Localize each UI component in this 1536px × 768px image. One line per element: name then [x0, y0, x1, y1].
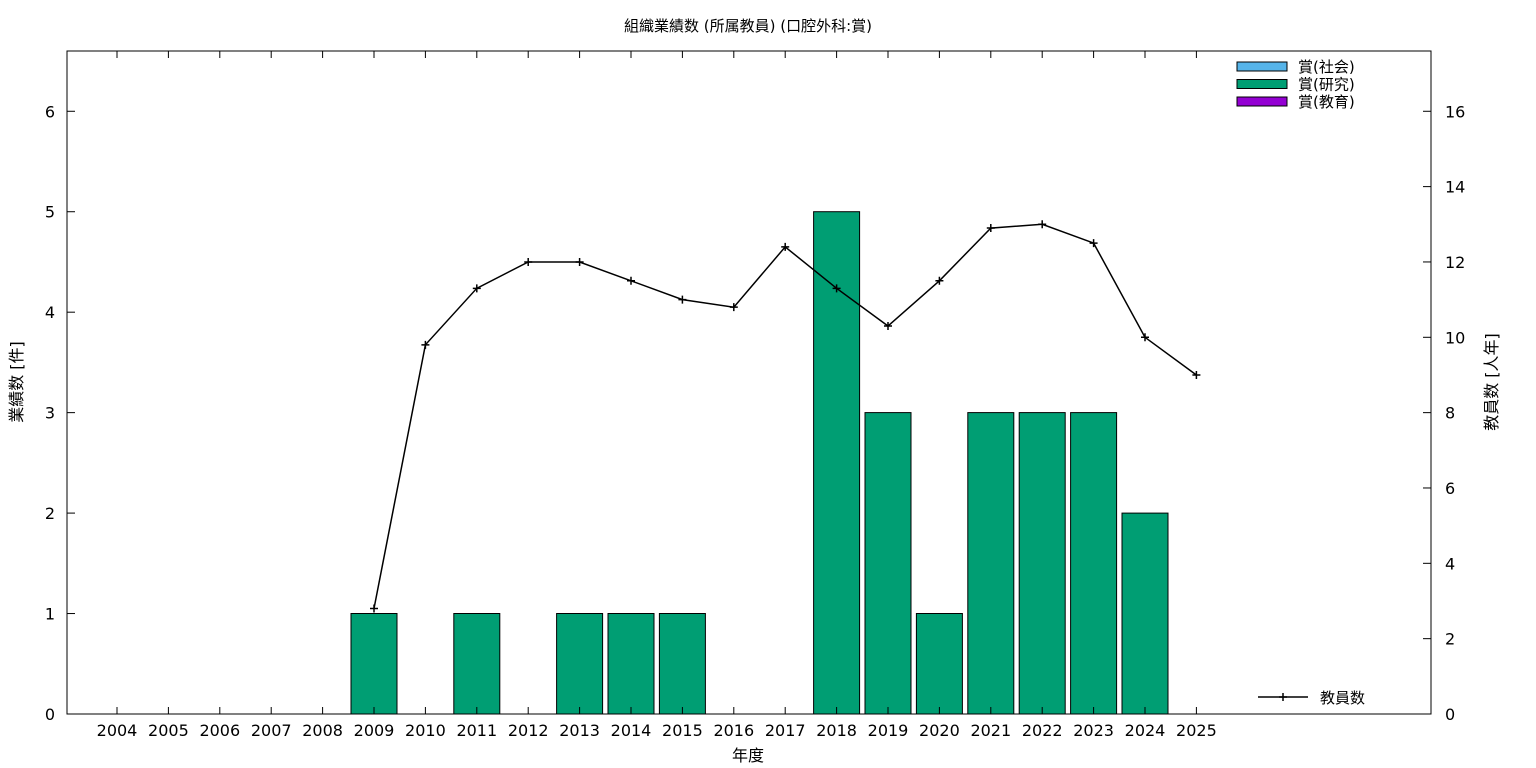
- line-point-2015: [678, 295, 687, 304]
- x-tick-label: 2016: [713, 721, 754, 740]
- bar-2011-s1: [453, 613, 501, 715]
- line-point-2018: [832, 284, 841, 293]
- y-tick-label: 2: [45, 504, 55, 523]
- bars-group: [350, 211, 1169, 715]
- line-point-2016: [729, 303, 738, 312]
- legend-label-1: 賞(研究): [1298, 76, 1355, 94]
- legend-line-marker: [1279, 693, 1287, 701]
- legend-line-label: 教員数: [1320, 689, 1365, 707]
- bar-2020-s1: [915, 613, 963, 715]
- x-tick-label: 2021: [970, 721, 1011, 740]
- bar-2022-s1: [1018, 412, 1066, 715]
- line-point-2025: [1192, 370, 1201, 379]
- x-tick-label: 2010: [405, 721, 446, 740]
- y2-tick-label: 0: [1445, 705, 1455, 724]
- legend-label-2: 賞(教育): [1298, 93, 1355, 111]
- x-tick-label: 2024: [1125, 721, 1166, 740]
- bar-2013-s1: [556, 613, 604, 715]
- line-point-2011: [472, 284, 481, 293]
- bar-2015-s1: [658, 613, 706, 715]
- y-tick-label: 3: [45, 404, 55, 423]
- legend-label-0: 賞(社会): [1298, 58, 1355, 76]
- y-axis-label: 業績数 [件]: [7, 341, 26, 423]
- legend-swatch-0: [1236, 61, 1288, 72]
- x-tick-label: 2018: [816, 721, 857, 740]
- x-tick-label: 2006: [199, 721, 240, 740]
- x-tick-label: 2015: [662, 721, 703, 740]
- legend: 賞(社会)賞(研究)賞(教育) 教員数: [1236, 58, 1365, 707]
- line-point-2009: [370, 604, 378, 613]
- legend-swatch-2: [1236, 96, 1288, 107]
- x-axis-label: 年度: [732, 746, 764, 765]
- line-point-2017: [781, 242, 790, 251]
- y2-tick-label: 6: [1445, 479, 1455, 498]
- y-tick-label: 4: [45, 303, 55, 322]
- x-tick-label: 2012: [508, 721, 549, 740]
- y2-tick-label: 8: [1445, 404, 1455, 423]
- y2-tick-label: 16: [1445, 102, 1465, 121]
- y2-tick-label: 10: [1445, 328, 1465, 347]
- x-tick-label: 2022: [1022, 721, 1063, 740]
- line-point-2021: [986, 224, 995, 233]
- y-tick-label: 6: [45, 102, 55, 121]
- x-tick-label: 2007: [251, 721, 292, 740]
- bar-2024-s1: [1121, 512, 1169, 715]
- x-tick-label: 2008: [302, 721, 343, 740]
- bar-2021-s1: [967, 412, 1015, 715]
- y2-tick-label: 14: [1445, 178, 1465, 197]
- x-tick-label: 2025: [1176, 721, 1217, 740]
- line-point-2010: [421, 340, 430, 349]
- x-tick-label: 2009: [354, 721, 395, 740]
- y-tick-label: 1: [45, 605, 55, 624]
- legend-swatch-1: [1236, 79, 1288, 89]
- line-point-2022: [1038, 220, 1047, 229]
- bar-2014-s1: [607, 613, 655, 715]
- line-series-group: [370, 220, 1201, 613]
- line-point-2012: [524, 257, 533, 266]
- y2-tick-label: 12: [1445, 253, 1465, 272]
- x-tick-label: 2020: [919, 721, 960, 740]
- y2-axis-label: 教員数 [人年]: [1482, 333, 1501, 431]
- line-point-2024: [1141, 333, 1149, 342]
- bar-2018-s1: [813, 211, 861, 715]
- chart-title: 組織業績数 (所属教員) (口腔外科:賞): [624, 17, 872, 35]
- y-tick-label: 0: [45, 705, 55, 724]
- x-tick-label: 2014: [611, 721, 652, 740]
- line-point-2013: [575, 257, 584, 266]
- x-tick-label: 2011: [456, 721, 497, 740]
- line-point-2019: [884, 321, 892, 330]
- line-point-2023: [1089, 239, 1098, 248]
- line-point-2014: [627, 276, 635, 285]
- bar-2023-s1: [1070, 412, 1118, 715]
- bar-2019-s1: [864, 412, 912, 715]
- y2-tick-label: 4: [1445, 554, 1455, 573]
- bar-2009-s1: [350, 613, 398, 715]
- plot-area: [66, 50, 1432, 715]
- x-tick-label: 2017: [765, 721, 806, 740]
- x-tick-label: 2023: [1073, 721, 1114, 740]
- ticks-group: 2004 2005 2006 2007 2008 2009 2010 2011 2012 2013…: [45, 51, 1465, 740]
- x-tick-label: 2019: [868, 721, 909, 740]
- x-tick-label: 2005: [148, 721, 189, 740]
- y-tick-label: 5: [45, 203, 55, 222]
- line-point-2020: [935, 276, 944, 285]
- y2-tick-label: 2: [1445, 630, 1455, 649]
- x-tick-label: 2004: [97, 721, 138, 740]
- x-tick-label: 2013: [559, 721, 600, 740]
